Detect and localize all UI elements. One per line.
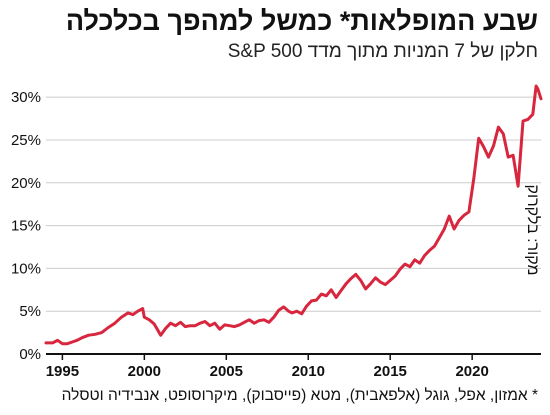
y-tick-label: 25%: [11, 132, 41, 149]
y-tick-label: 15%: [11, 218, 41, 235]
x-tick-label: 2015: [374, 363, 407, 380]
grid-lines: [46, 96, 541, 360]
series-line: [44, 84, 543, 346]
x-tick-label: 2010: [292, 363, 325, 380]
x-tick-label: 1995: [46, 363, 79, 380]
x-tick-label: 2000: [128, 363, 161, 380]
y-tick-label: 5%: [19, 303, 41, 320]
y-tick-label: 30%: [11, 89, 41, 106]
y-tick-label: 10%: [11, 260, 41, 277]
y-tick-label: 20%: [11, 175, 41, 192]
chart-subtitle: חלקן של 7 המניות מתוך מדד S&P 500: [227, 41, 538, 62]
y-tick-label: 0%: [19, 346, 41, 363]
chart-title: שבע המופלאות* כמשל למהפך בכלכלה: [65, 6, 538, 36]
x-tick-label: 2005: [210, 363, 243, 380]
x-tick-labels: 1995 2000 2005 2010 2015 2020: [46, 363, 489, 380]
series-line-layer: [44, 84, 543, 346]
source-label: מקור: בלקרוק: [524, 184, 542, 275]
y-tick-labels: 0% 5% 10% 15% 20% 25% 30%: [11, 89, 41, 363]
footnote: * אמזון, אפל, גוגל (אלפאבית), מטא (פייסב…: [61, 387, 538, 404]
x-tick-label: 2020: [455, 363, 488, 380]
